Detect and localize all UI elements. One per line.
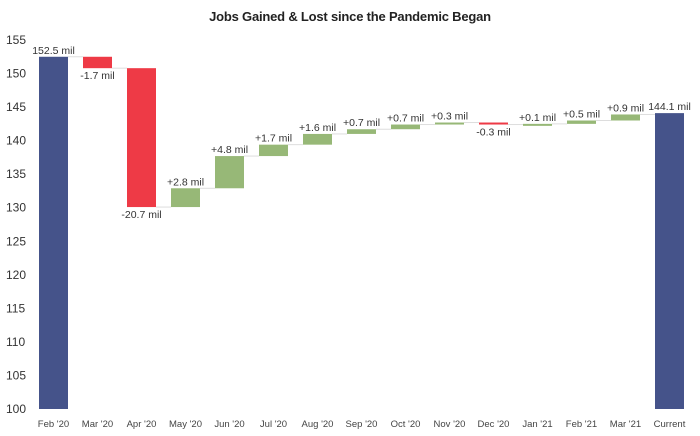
data-label: 144.1 mil xyxy=(648,101,691,113)
bar xyxy=(215,156,244,189)
y-tick-label: 155 xyxy=(6,33,26,47)
data-label: +2.8 mil xyxy=(167,176,204,188)
y-tick-label: 105 xyxy=(6,368,26,382)
x-tick-label: Oct '20 xyxy=(391,419,421,430)
y-tick-label: 130 xyxy=(6,201,26,215)
data-label: -1.7 mil xyxy=(80,70,114,82)
y-tick-label: 150 xyxy=(6,67,26,81)
data-label: +1.6 mil xyxy=(299,122,336,134)
data-label: +0.7 mil xyxy=(343,117,380,129)
data-label: -20.7 mil xyxy=(121,209,161,221)
data-label: 152.5 mil xyxy=(32,45,75,57)
data-labels: 152.5 mil -1.7 mil -20.7 mil +2.8 mil +4.8 m… xyxy=(32,45,691,221)
x-tick-label: Mar '20 xyxy=(82,419,113,430)
y-tick-label: 145 xyxy=(6,100,26,114)
x-tick-label: Current xyxy=(654,419,686,430)
x-axis: Feb '20 Mar '20 Apr '20 May '20 Jun '20 Jul '… xyxy=(38,419,686,430)
data-label: +0.3 mil xyxy=(431,111,468,123)
data-label: +0.5 mil xyxy=(563,109,600,121)
bar xyxy=(83,56,112,69)
bar xyxy=(259,144,288,157)
y-tick-label: 135 xyxy=(6,167,26,181)
bar xyxy=(391,124,420,130)
x-tick-label: Jul '20 xyxy=(260,419,287,430)
x-tick-label: Nov '20 xyxy=(434,419,466,430)
y-tick-label: 140 xyxy=(6,134,26,148)
data-label: +4.8 mil xyxy=(211,144,248,156)
x-tick-label: Feb '20 xyxy=(38,419,69,430)
bar xyxy=(39,56,68,409)
bars xyxy=(39,56,684,409)
y-tick-label: 120 xyxy=(6,268,26,282)
bar xyxy=(171,188,200,208)
x-tick-label: May '20 xyxy=(169,419,202,430)
bar xyxy=(435,122,464,125)
x-tick-label: Feb '21 xyxy=(566,419,597,430)
data-label: +1.7 mil xyxy=(255,133,292,145)
bar xyxy=(127,68,156,208)
y-tick-label: 100 xyxy=(6,402,26,416)
y-tick-label: 115 xyxy=(6,301,25,315)
bar xyxy=(611,114,640,121)
x-tick-label: Mar '21 xyxy=(610,419,641,430)
bar xyxy=(655,113,684,409)
y-axis: 100 105 110 115 120 125 130 135 140 145 150 155 xyxy=(6,33,26,416)
x-tick-label: Aug '20 xyxy=(302,419,334,430)
x-tick-label: Sep '20 xyxy=(346,419,378,430)
bar xyxy=(523,123,552,126)
bar xyxy=(347,129,376,134)
x-tick-label: Jan '21 xyxy=(522,419,552,430)
bar xyxy=(303,133,332,145)
x-tick-label: Jun '20 xyxy=(214,419,244,430)
chart-title: Jobs Gained & Lost since the Pandemic Be… xyxy=(209,9,491,24)
x-tick-label: Dec '20 xyxy=(478,419,510,430)
bar xyxy=(567,120,596,124)
y-tick-label: 110 xyxy=(6,335,25,349)
connector-lines xyxy=(68,56,655,208)
bar xyxy=(479,122,508,125)
data-label: -0.3 mil xyxy=(476,127,510,139)
x-tick-label: Apr '20 xyxy=(127,419,157,430)
data-label: +0.1 mil xyxy=(519,112,556,124)
y-tick-label: 125 xyxy=(6,234,26,248)
data-label: +0.7 mil xyxy=(387,113,424,125)
data-label: +0.9 mil xyxy=(607,102,644,114)
